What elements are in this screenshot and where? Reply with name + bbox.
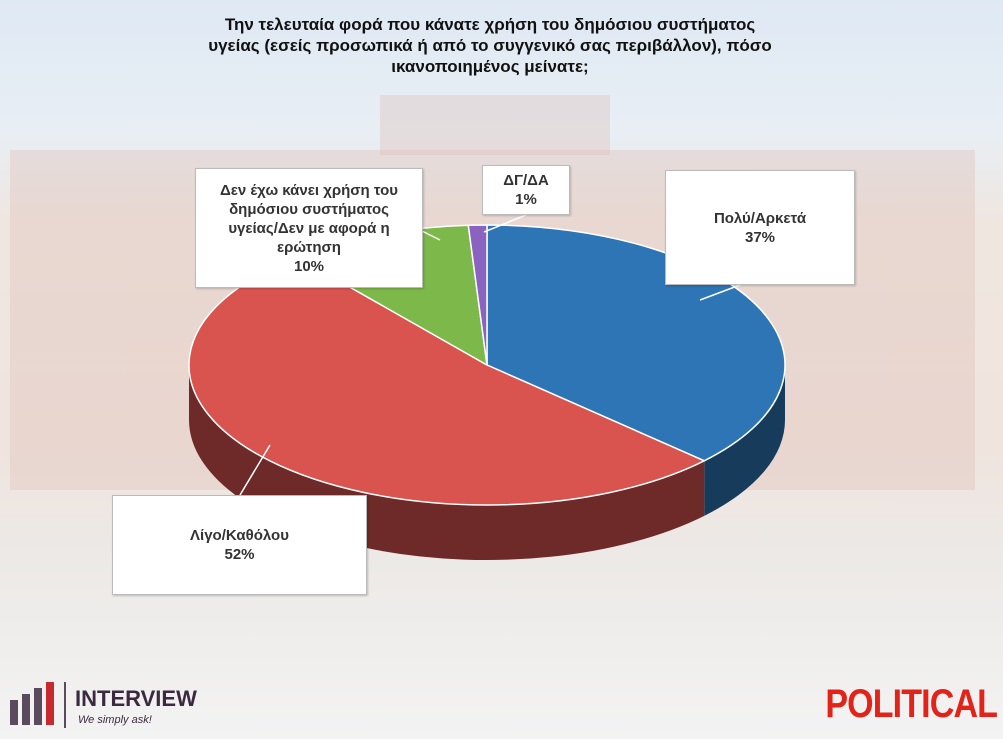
- leader-line: [419, 229, 441, 241]
- logo-political: POLITICAL: [825, 682, 998, 726]
- value-label: 37%: [744, 228, 776, 246]
- value-label: 52%: [224, 546, 255, 563]
- leader-line: [699, 284, 741, 301]
- slice: [467, 224, 488, 366]
- data-label-box: Δεν έχω κάνει χρήση του δημόσιου συστήμα…: [195, 168, 423, 288]
- category-label: Λίγο/Καθόλου: [190, 527, 289, 544]
- logo-bars: [10, 682, 66, 728]
- logo-tagline: We simply ask!: [78, 714, 152, 726]
- leader-line: [239, 444, 271, 496]
- data-label-box: ΔΓ/ΔΑ 1%: [482, 165, 570, 215]
- category-label: ΔΓ/ΔΑ: [503, 172, 549, 189]
- category-label: Πολύ/Αρκετά: [713, 209, 807, 227]
- slice: [188, 256, 706, 506]
- background-pediment: [380, 95, 610, 155]
- logo-interview: INTERVIEW: [75, 686, 197, 711]
- category-label: Δεν έχω κάνει χρήση του δημόσιου συστήμα…: [219, 181, 399, 256]
- value-label: 10%: [293, 257, 325, 275]
- data-label-box: Λίγο/Καθόλου 52%: [112, 495, 367, 595]
- chart-title: Την τελευταία φορά που κάνατε χρήση του …: [208, 15, 772, 76]
- leader-line: [483, 214, 527, 233]
- value-label: 1%: [515, 191, 537, 208]
- data-label-box: Πολύ/Αρκετά 37%: [665, 170, 855, 285]
- slice-side: [704, 365, 785, 516]
